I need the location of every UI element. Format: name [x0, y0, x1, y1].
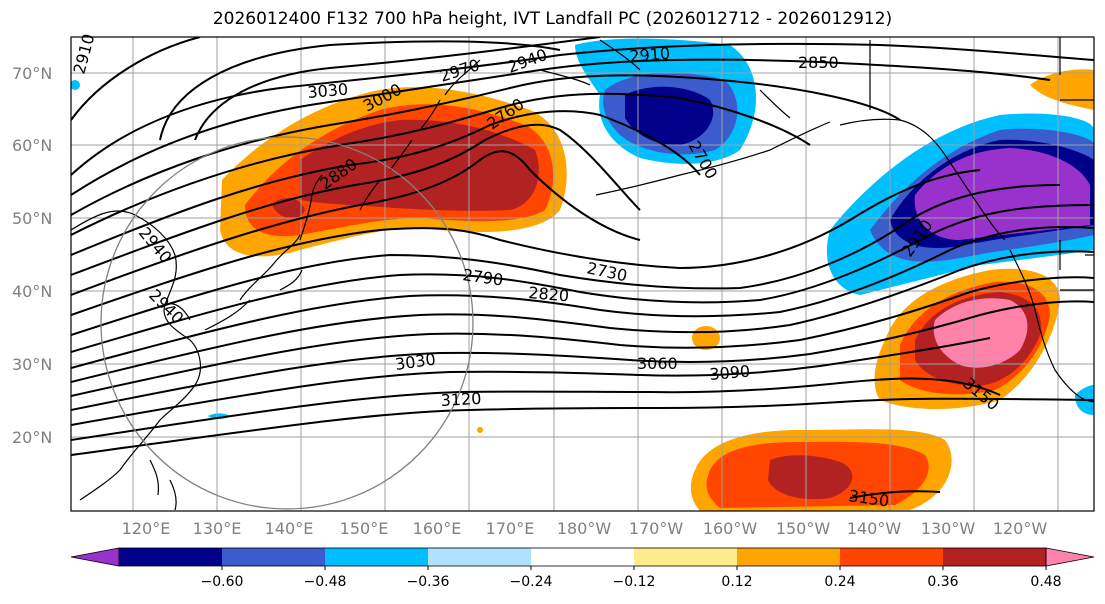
colorbar-tick-label: −0.60	[201, 574, 244, 590]
colorbar: −0.60 −0.48 −0.36 −0.24 −0.12 0.12 0.24 0.36 0.4…	[70, 547, 1095, 590]
colorbar-segment	[840, 548, 944, 566]
colorbar-segment	[943, 548, 1047, 566]
colorbar-tick-label: −0.48	[304, 574, 347, 590]
lon-label: 140°W	[847, 519, 902, 538]
colorbar-frame	[118, 547, 1047, 567]
colorbar-segment	[325, 548, 429, 566]
colorbar-extend-high	[1045, 547, 1095, 567]
colorbar-tick-label: −0.36	[407, 574, 450, 590]
colorbar-tick-label: −0.24	[510, 574, 553, 590]
lat-label: 70°N	[12, 64, 52, 83]
positive-anomaly-california	[874, 268, 1060, 409]
colorbar-tick-label: −0.12	[613, 574, 656, 590]
tiny-positive-blob	[477, 427, 483, 433]
longitude-labels: 120°E 130°E 140°E 150°E 160°E 170°E 180°…	[122, 519, 1048, 538]
contour-labels: 2910 2970 2940 2910 2850 3030 3000 2760 …	[70, 32, 1003, 511]
contour-label: 3120	[440, 389, 482, 410]
lon-label: 140°E	[265, 519, 314, 538]
contour-label: 3060	[637, 354, 678, 373]
lat-label: 20°N	[12, 428, 52, 447]
colorbar-tick-label: 0.36	[927, 574, 958, 590]
lon-label: 120°W	[993, 519, 1048, 538]
colorbar-segment	[531, 548, 635, 566]
colorbar-segment	[428, 548, 532, 566]
negative-anomaly-bering	[575, 38, 757, 164]
lon-label: 170°W	[629, 519, 684, 538]
colorbar-segment	[634, 548, 738, 566]
colorbar-segment	[737, 548, 841, 566]
colorbar-tick-label: 0.24	[824, 574, 855, 590]
colorbar-tick-label: 0.48	[1030, 574, 1061, 590]
lon-label: 130°E	[193, 519, 242, 538]
lon-label: 150°W	[776, 519, 831, 538]
positive-anomaly-hawaii	[690, 429, 952, 511]
colorbar-tick-label: 0.12	[721, 574, 752, 590]
lon-label: 120°E	[122, 519, 171, 538]
map-frame	[70, 36, 1095, 512]
gridlines	[71, 37, 1094, 511]
contour-label: 3030	[307, 80, 349, 102]
lat-label: 30°N	[12, 355, 52, 374]
lon-label: 150°E	[340, 519, 389, 538]
lon-label: 160°E	[413, 519, 462, 538]
lat-label: 40°N	[12, 282, 52, 301]
reference-circle	[100, 136, 474, 510]
colorbar-segment	[222, 548, 326, 566]
coastlines	[71, 37, 1094, 511]
map-title: 2026012400 F132 700 hPa height, IVT Land…	[212, 9, 893, 29]
lon-label: 130°W	[921, 519, 976, 538]
height-contours	[71, 37, 1094, 499]
lat-label: 50°N	[12, 209, 52, 228]
colorbar-extend-low	[70, 547, 120, 567]
lat-label: 60°N	[12, 136, 52, 155]
colorbar-segment	[119, 548, 223, 566]
contour-label: 2910	[629, 44, 671, 66]
edge-negative-blob	[71, 80, 80, 90]
lon-label: 160°W	[703, 519, 758, 538]
latitude-labels: 70°N 60°N 50°N 40°N 30°N 20°N	[12, 64, 52, 447]
contour-label: 2850	[798, 53, 839, 72]
contour-label: 2820	[528, 283, 570, 305]
map-panel	[71, 37, 1094, 511]
lon-label: 180°W	[557, 519, 612, 538]
contour-label: 3090	[709, 362, 751, 384]
lon-label: 170°E	[486, 519, 535, 538]
